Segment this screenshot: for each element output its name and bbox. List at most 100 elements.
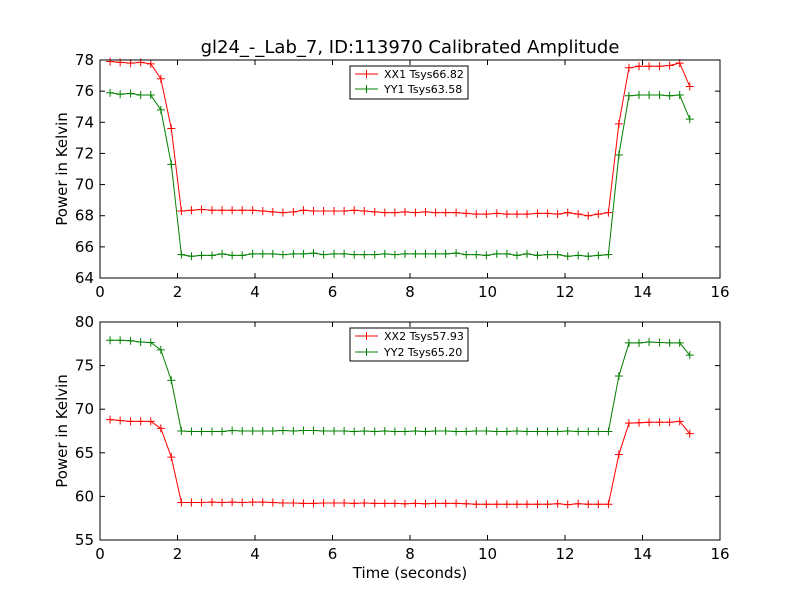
data-point xyxy=(309,426,318,435)
data-point xyxy=(248,427,257,435)
data-point xyxy=(289,249,298,258)
data-point xyxy=(685,115,694,124)
data-point xyxy=(340,207,349,216)
data-point xyxy=(462,427,471,436)
data-point xyxy=(655,338,664,347)
data-point xyxy=(268,207,277,216)
data-point xyxy=(512,427,521,435)
legend-marker-xx1 xyxy=(362,70,371,78)
data-point xyxy=(146,417,155,426)
data-point xyxy=(309,499,318,508)
data-point xyxy=(238,498,247,507)
data-point xyxy=(411,249,420,258)
data-point xyxy=(411,427,420,435)
y-axis-label-top: Power in Kelvin xyxy=(53,112,71,226)
data-point xyxy=(228,498,237,507)
x-tick-label: 12 xyxy=(555,283,574,301)
data-point xyxy=(543,500,552,509)
data-point xyxy=(482,427,491,435)
data-point xyxy=(574,251,583,260)
x-tick-label: 6 xyxy=(328,545,338,563)
data-point xyxy=(543,427,552,436)
y-tick-label: 80 xyxy=(75,313,94,331)
data-point xyxy=(400,499,409,508)
data-point xyxy=(248,249,257,258)
data-point xyxy=(675,91,684,100)
y-tick-label: 78 xyxy=(75,51,94,69)
data-point xyxy=(604,427,613,436)
y-tick-label: 76 xyxy=(75,82,94,100)
data-point xyxy=(228,426,237,435)
data-point xyxy=(289,427,298,435)
y-tick-label: 65 xyxy=(75,444,94,462)
data-point xyxy=(319,498,328,507)
data-point xyxy=(512,500,521,509)
data-point xyxy=(665,91,674,100)
data-point xyxy=(431,427,440,435)
x-tick-label: 6 xyxy=(328,283,338,301)
series-line-1 xyxy=(110,92,691,257)
data-point xyxy=(116,416,125,425)
bottom-legend-box xyxy=(349,327,469,362)
data-point xyxy=(685,82,694,91)
data-point xyxy=(156,105,165,114)
data-point xyxy=(472,427,481,435)
data-point xyxy=(116,90,125,99)
data-point xyxy=(563,252,572,261)
data-point xyxy=(563,208,572,217)
data-point xyxy=(136,338,145,347)
data-point xyxy=(482,210,491,219)
data-point xyxy=(685,429,694,438)
data-point xyxy=(218,427,227,436)
data-point xyxy=(462,499,471,508)
data-point xyxy=(228,206,237,215)
data-point xyxy=(635,418,644,427)
data-point xyxy=(502,427,511,436)
data-point xyxy=(258,249,267,258)
data-point xyxy=(218,249,227,258)
y-tick-label: 60 xyxy=(75,487,94,505)
legend-label-yy2: YY2 Tsys65.20 xyxy=(383,346,462,359)
data-point xyxy=(563,427,572,435)
data-point xyxy=(380,427,389,435)
data-point xyxy=(136,417,145,426)
data-point xyxy=(523,249,532,258)
data-point xyxy=(411,208,420,217)
data-point xyxy=(197,205,206,214)
data-point xyxy=(452,427,461,436)
data-point xyxy=(574,427,583,436)
data-point xyxy=(248,498,257,507)
data-point xyxy=(400,427,409,436)
data-point xyxy=(238,427,247,435)
data-point xyxy=(167,376,176,385)
top-legend: XX1 Tsys66.82 YY1 Tsys63.58 xyxy=(349,65,469,100)
data-point xyxy=(340,249,349,258)
data-point xyxy=(421,499,430,508)
data-point xyxy=(330,249,339,258)
data-point xyxy=(441,499,450,508)
data-point xyxy=(370,250,379,259)
data-point xyxy=(614,372,623,381)
data-point xyxy=(289,207,298,216)
data-point xyxy=(187,498,196,507)
data-point xyxy=(350,427,359,436)
data-point xyxy=(492,249,501,258)
data-point xyxy=(441,208,450,217)
data-point xyxy=(390,208,399,217)
data-point xyxy=(574,210,583,219)
data-point xyxy=(523,427,532,436)
data-point xyxy=(655,418,664,427)
data-point xyxy=(207,498,216,507)
legend-label-yy1: YY1 Tsys63.58 xyxy=(383,83,462,96)
y-tick-label: 72 xyxy=(75,144,94,162)
data-point xyxy=(553,427,562,436)
data-point xyxy=(512,210,521,219)
data-point xyxy=(614,119,623,128)
data-point xyxy=(533,427,542,436)
x-tick-label: 2 xyxy=(173,545,183,563)
data-point xyxy=(146,59,155,68)
data-point xyxy=(370,427,379,436)
data-point xyxy=(289,498,298,507)
data-point xyxy=(624,63,633,72)
